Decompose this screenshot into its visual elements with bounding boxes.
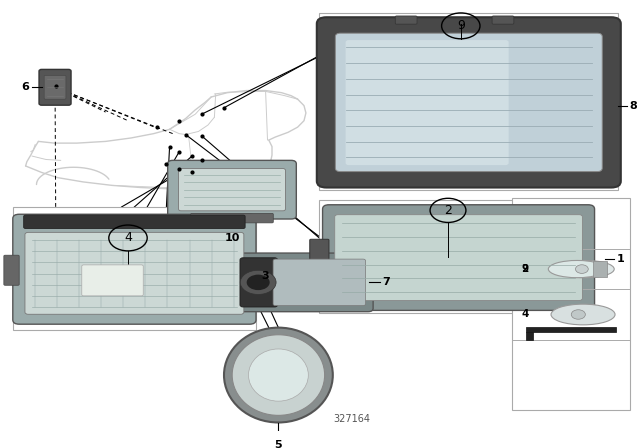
FancyBboxPatch shape [310, 239, 329, 280]
Text: 9: 9 [522, 264, 529, 274]
Text: 8: 8 [629, 101, 637, 111]
FancyBboxPatch shape [39, 69, 71, 105]
Bar [526, 327, 616, 332]
Text: 327164: 327164 [333, 414, 371, 424]
Circle shape [240, 270, 276, 294]
Bar [13, 207, 256, 330]
Text: 5: 5 [275, 440, 282, 448]
FancyBboxPatch shape [335, 33, 602, 172]
Ellipse shape [248, 349, 308, 401]
Circle shape [246, 275, 269, 290]
FancyBboxPatch shape [191, 213, 273, 223]
Ellipse shape [557, 260, 614, 278]
FancyBboxPatch shape [13, 214, 256, 324]
FancyBboxPatch shape [317, 17, 621, 188]
Ellipse shape [551, 304, 615, 325]
Text: 4: 4 [522, 310, 529, 319]
Ellipse shape [224, 327, 333, 422]
Text: 7: 7 [382, 277, 390, 287]
Bar [512, 198, 630, 409]
FancyBboxPatch shape [44, 75, 66, 99]
FancyBboxPatch shape [492, 16, 514, 24]
FancyBboxPatch shape [323, 205, 595, 310]
FancyBboxPatch shape [4, 255, 19, 285]
FancyBboxPatch shape [335, 215, 582, 301]
Text: 3: 3 [261, 271, 269, 281]
Bar [526, 332, 532, 340]
Text: 4: 4 [124, 232, 132, 245]
Text: 2: 2 [522, 264, 529, 274]
Ellipse shape [548, 260, 606, 278]
FancyBboxPatch shape [24, 215, 245, 228]
Bar [319, 200, 605, 313]
Text: 10: 10 [224, 233, 240, 243]
Text: 2: 2 [444, 204, 452, 217]
Bar [593, 261, 607, 277]
Text: 6: 6 [21, 82, 29, 92]
Text: 1: 1 [616, 254, 624, 264]
Text: 9: 9 [457, 19, 465, 32]
FancyBboxPatch shape [25, 233, 244, 314]
FancyBboxPatch shape [168, 160, 296, 219]
FancyBboxPatch shape [82, 265, 143, 296]
FancyBboxPatch shape [179, 168, 285, 211]
FancyBboxPatch shape [396, 16, 417, 24]
FancyBboxPatch shape [346, 40, 509, 165]
FancyBboxPatch shape [240, 258, 278, 307]
Ellipse shape [572, 310, 586, 319]
Ellipse shape [575, 265, 588, 273]
Bar [319, 13, 618, 190]
Ellipse shape [232, 335, 324, 415]
FancyBboxPatch shape [238, 253, 373, 312]
FancyBboxPatch shape [273, 259, 365, 306]
